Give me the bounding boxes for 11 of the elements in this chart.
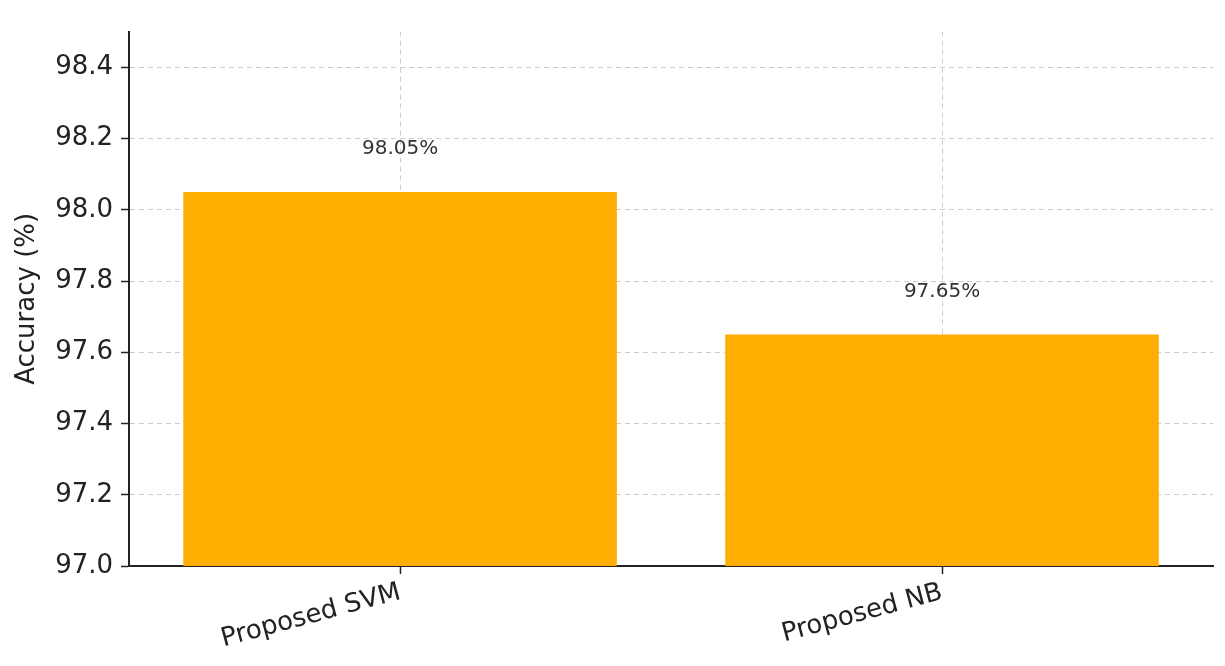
y-tick-label: 97.4 <box>55 406 114 437</box>
y-tick-label: 97.6 <box>55 335 114 366</box>
y-axis-title: Accuracy (%) <box>10 212 41 385</box>
y-tick-label: 97.2 <box>55 477 114 508</box>
y-tick-label: 98.0 <box>55 192 114 223</box>
y-tick-label: 98.4 <box>55 49 114 80</box>
y-tick-label: 98.2 <box>55 121 114 152</box>
y-tick-label: 97.0 <box>55 548 114 579</box>
y-tick-label: 97.8 <box>55 263 114 294</box>
data-label: 98.05% <box>361 135 439 160</box>
data-label: 97.65% <box>903 277 981 302</box>
